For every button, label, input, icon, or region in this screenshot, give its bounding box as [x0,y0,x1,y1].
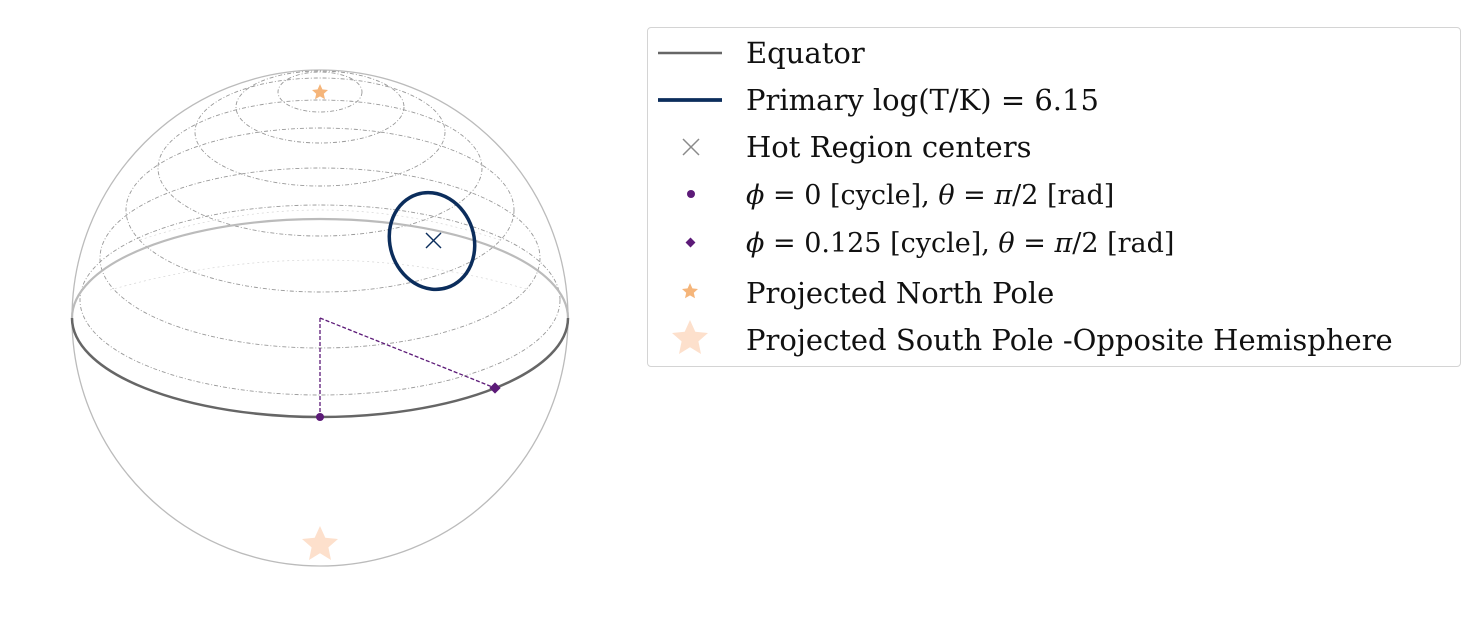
legend-label: Equator [746,36,865,70]
phi0-marker [316,413,324,421]
legend-item-north-pole: Projected North Pole [648,270,1460,316]
legend-item-equator: Equator [648,30,1460,76]
legend-item-phi0: ϕ = 0 [cycle], θ = π/2 [rad] [648,173,1460,219]
legend-label: Primary log(T/K) = 6.15 [746,83,1099,117]
legend-item-phi0125: ϕ = 0.125 [cycle], θ = π/2 [rad] [648,221,1460,267]
equator-back [70,217,570,319]
legend-label: Projected North Pole [746,276,1055,310]
hot-region-center-marker [425,232,442,249]
latitude-line [235,70,405,144]
latitude-line [79,204,561,396]
x-icon [682,138,700,156]
latitude-line [125,127,515,293]
thick-line-icon [658,98,722,102]
legend-label: ϕ = 0 [cycle], θ = π/2 [rad] [746,180,1115,211]
legend-label: ϕ = 0.125 [cycle], θ = π/2 [rad] [746,228,1175,259]
legend-item-south-pole: Projected South Pole -Opposite Hemispher… [648,317,1460,363]
north-pole-star [312,84,328,100]
diamond-icon [685,237,696,248]
phase-path [319,317,496,417]
sphere-diagram [70,69,570,567]
south-pole-star [302,526,338,560]
latitude-lines-back [109,209,531,291]
legend-label: Projected South Pole -Opposite Hemispher… [746,323,1393,357]
legend: Equator Primary log(T/K) = 6.15 Hot Regi… [647,27,1461,367]
line-icon [658,51,722,55]
latitude-line [194,77,446,187]
latitude-line [277,71,363,113]
phi0125-marker [489,382,501,394]
legend-item-hot-region-centers: Hot Region centers [648,124,1460,170]
hot-region-contour [387,190,477,292]
legend-item-primary: Primary log(T/K) = 6.15 [648,77,1460,123]
star-icon [682,283,698,299]
large-star-icon [672,320,708,354]
latitude-line [157,99,483,237]
legend-label: Hot Region centers [746,130,1032,164]
latitude-lines [79,70,561,396]
dot-icon [687,190,695,198]
